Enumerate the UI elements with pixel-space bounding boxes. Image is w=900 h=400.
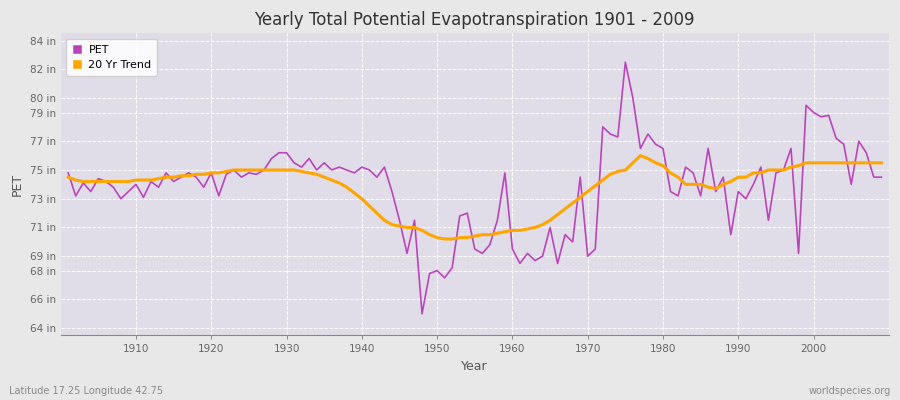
Text: Latitude 17.25 Longitude 42.75: Latitude 17.25 Longitude 42.75 [9, 386, 163, 396]
X-axis label: Year: Year [462, 360, 488, 373]
Text: worldspecies.org: worldspecies.org [809, 386, 891, 396]
Title: Yearly Total Potential Evapotranspiration 1901 - 2009: Yearly Total Potential Evapotranspiratio… [255, 11, 695, 29]
Y-axis label: PET: PET [11, 173, 24, 196]
Legend: PET, 20 Yr Trend: PET, 20 Yr Trend [67, 39, 158, 76]
